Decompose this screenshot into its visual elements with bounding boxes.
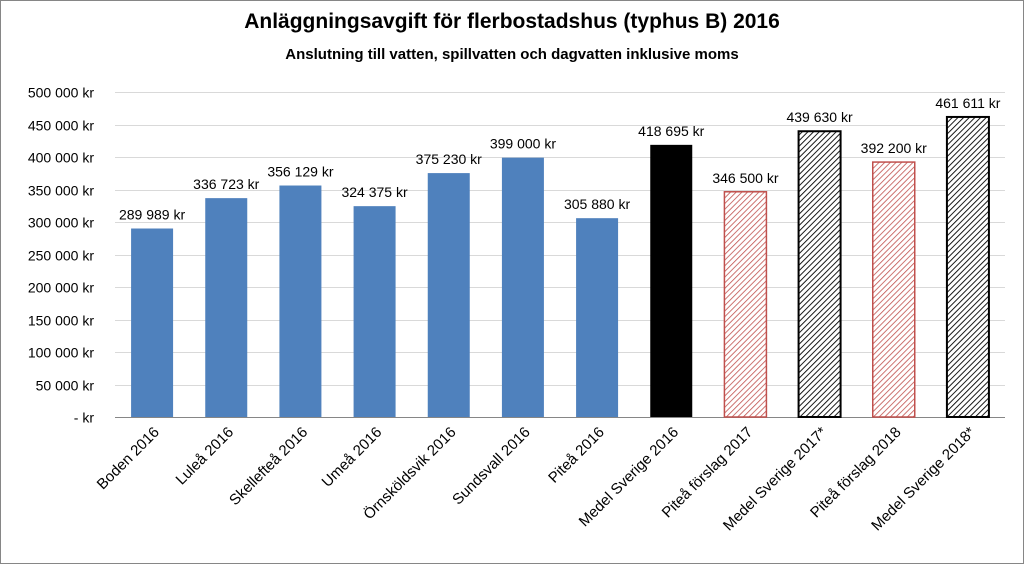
data-label: 392 200 kr — [861, 140, 927, 156]
bar — [872, 161, 916, 418]
data-label: 305 880 kr — [564, 196, 630, 212]
bar — [205, 198, 248, 417]
data-label: 336 723 kr — [193, 176, 259, 192]
data-label: 439 630 kr — [786, 109, 852, 125]
data-label: 375 230 kr — [416, 151, 482, 167]
y-tick-label: 350 000 kr — [28, 183, 94, 199]
bar — [723, 191, 768, 418]
data-labels: 289 989 kr 336 723 kr 356 129 kr 324 375 kr… — [119, 95, 1001, 223]
x-tick-label: Boden 2016 — [94, 424, 163, 493]
chart-subtitle: Anslutning till vatten, spillvatten och … — [285, 46, 739, 63]
x-tick-label: Umeå 2016 — [319, 424, 386, 491]
data-label: 461 611 kr — [935, 95, 1000, 111]
bar — [131, 228, 174, 417]
y-tick-label: 450 000 kr — [28, 118, 94, 134]
data-label: 418 695 kr — [638, 123, 704, 139]
y-axis-ticks: - kr 50 000 kr 100 000 kr 150 000 kr 200 000… — [28, 85, 95, 426]
chart-title: Anläggningsavgift för flerbostadshus (ty… — [244, 10, 780, 33]
y-tick-label: - kr — [74, 410, 95, 426]
bar — [501, 157, 544, 417]
bar — [650, 144, 693, 417]
y-tick-label: 200 000 kr — [28, 280, 94, 296]
data-label: 399 000 kr — [490, 136, 556, 152]
x-tick-label: Sundsvall 2016 — [449, 424, 534, 509]
bar — [279, 185, 322, 417]
bars — [131, 115, 990, 418]
y-tick-label: 250 000 kr — [28, 248, 94, 264]
bar — [576, 218, 619, 417]
gridlines — [115, 92, 1005, 418]
bar — [427, 173, 470, 417]
y-tick-label: 100 000 kr — [28, 345, 94, 361]
bar — [945, 115, 990, 418]
y-tick-label: 500 000 kr — [28, 85, 94, 101]
y-tick-label: 400 000 kr — [28, 150, 94, 166]
data-label: 289 989 kr — [119, 207, 185, 223]
data-label: 356 129 kr — [267, 164, 333, 180]
bar — [353, 206, 396, 417]
x-tick-label: Piteå 2016 — [545, 424, 608, 487]
data-label: 324 375 kr — [341, 184, 407, 200]
data-label: 346 500 kr — [712, 170, 778, 186]
y-tick-label: 150 000 kr — [28, 313, 94, 329]
bar — [797, 130, 842, 418]
y-tick-label: 300 000 kr — [28, 215, 94, 231]
x-tick-label: Skellefteå 2016 — [226, 424, 311, 509]
x-tick-label: Luleå 2016 — [173, 424, 238, 489]
y-tick-label: 50 000 kr — [36, 378, 95, 394]
